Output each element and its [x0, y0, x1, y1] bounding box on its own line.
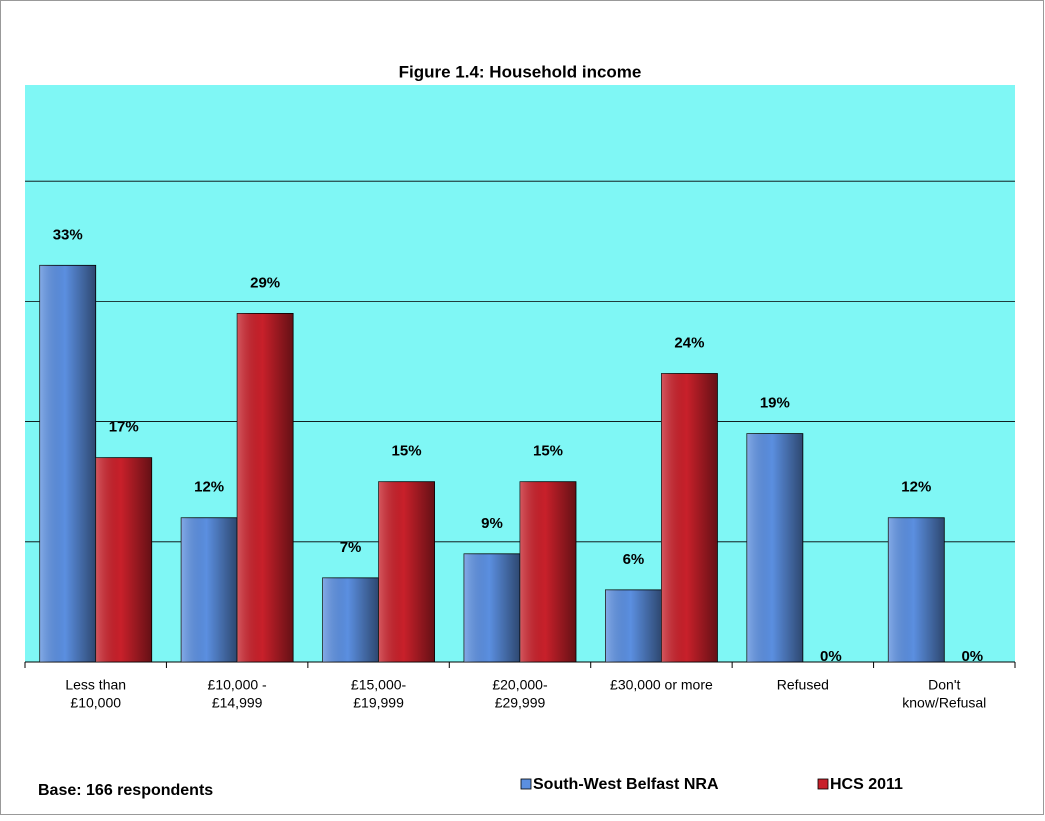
bar-shade — [95, 457, 152, 662]
data-label: 0% — [961, 648, 983, 665]
data-label: 9% — [481, 515, 503, 532]
legend-swatch — [817, 778, 829, 790]
data-label: 12% — [194, 479, 224, 496]
data-label: 24% — [674, 334, 704, 351]
base-note: Base: 166 respondents — [38, 782, 213, 799]
x-tick-label: £19,999 — [353, 695, 404, 711]
data-label: 15% — [392, 443, 422, 460]
data-label: 7% — [340, 539, 362, 556]
data-label: 19% — [760, 395, 790, 412]
data-label: 17% — [109, 419, 139, 436]
data-label: 6% — [623, 551, 645, 568]
bar-shade — [661, 373, 718, 662]
x-tick-label: £10,000 — [70, 695, 121, 711]
bar-shade — [378, 481, 435, 662]
x-tick-label: £15,000- — [351, 677, 407, 693]
bar-shade — [520, 481, 576, 662]
x-tick-label: Refused — [777, 677, 829, 693]
data-label: 15% — [533, 443, 563, 460]
x-tick-label: £14,999 — [212, 695, 263, 711]
legend-label: South-West Belfast NRA — [533, 776, 719, 793]
legend-swatch — [520, 778, 532, 790]
bar-shade — [322, 577, 379, 662]
chart-title: Figure 1.4: Household income — [399, 62, 642, 81]
bar-shade — [605, 589, 662, 662]
bar-shade — [746, 433, 803, 662]
x-tick-label: £30,000 or more — [610, 677, 713, 693]
data-label: 29% — [250, 274, 280, 291]
x-tick-label: Don't — [928, 677, 960, 693]
bar-shade — [888, 517, 945, 662]
bar-shade — [39, 265, 96, 662]
data-label: 0% — [820, 648, 842, 665]
x-tick-label: £29,999 — [495, 695, 546, 711]
x-tick-label: £20,000- — [492, 677, 548, 693]
bar-shade — [237, 313, 294, 662]
data-label: 12% — [901, 479, 931, 496]
x-tick-label: know/Refusal — [902, 695, 986, 711]
legend-label: HCS 2011 — [830, 776, 903, 793]
bar-shade — [181, 517, 238, 662]
data-label: 33% — [53, 226, 83, 243]
x-tick-label: £10,000 - — [208, 677, 267, 693]
bar-shade — [464, 553, 520, 662]
x-tick-label: Less than — [65, 677, 126, 693]
